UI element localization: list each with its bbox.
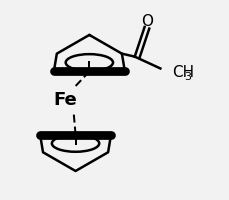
Text: CH: CH bbox=[172, 65, 194, 80]
Text: 3: 3 bbox=[183, 72, 190, 82]
Text: O: O bbox=[141, 14, 153, 29]
Text: Fe: Fe bbox=[54, 91, 77, 109]
